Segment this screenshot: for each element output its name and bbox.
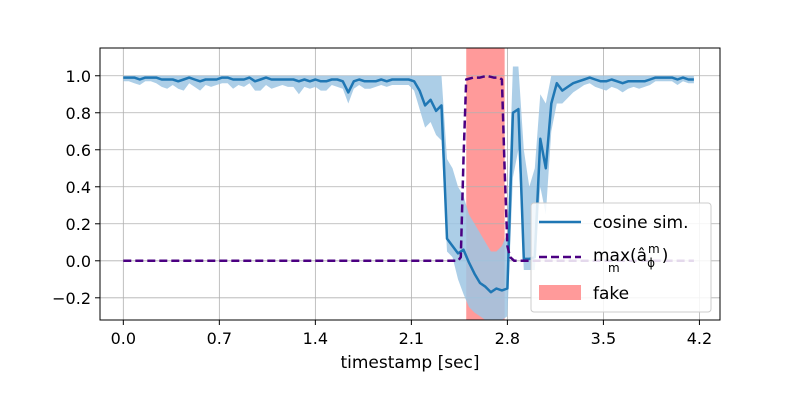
plot-clip-group <box>100 48 720 320</box>
y-tick-label: −0.2 <box>52 289 91 308</box>
x-axis-label: timestamp [sec] <box>340 353 479 373</box>
x-tick-label: 4.2 <box>687 329 712 348</box>
axes: 0.0 0.7 1.4 2.1 2.8 3.5 4.2 −0.2 0.0 0.2 0.4 0.6 0.8… <box>52 47 721 373</box>
legend-label-max-sub: m <box>608 261 620 275</box>
legend-label-fake: fake <box>593 284 629 304</box>
plot-area <box>100 48 720 320</box>
plot-frame <box>99 47 721 321</box>
cosine-band <box>123 66 694 320</box>
legend-box <box>530 202 712 313</box>
y-tick-label: 0.2 <box>66 215 91 234</box>
legend: cosine sim. max(âϕm)m fake <box>530 202 712 313</box>
y-tick-label: 0.0 <box>66 252 91 271</box>
legend-label-cosine: cosine sim. <box>593 213 689 233</box>
x-tick-label: 2.8 <box>495 329 520 348</box>
x-tick-label: 2.1 <box>399 329 424 348</box>
x-tick-label: 3.5 <box>591 329 616 348</box>
legend-swatch-fake <box>539 285 581 300</box>
x-tick-label: 1.4 <box>303 329 328 348</box>
cosine-sim-line <box>123 76 694 294</box>
y-tick-label: 1.0 <box>66 67 91 86</box>
legend-label-max: max(âϕm) <box>593 242 668 270</box>
y-tick-label: 0.6 <box>66 141 91 160</box>
x-tick-label: 0.0 <box>111 329 136 348</box>
y-tick-label: 0.8 <box>66 104 91 123</box>
x-tick-label: 0.7 <box>207 329 232 348</box>
y-tick-label: 0.4 <box>66 178 91 197</box>
max-score-line <box>123 74 694 263</box>
